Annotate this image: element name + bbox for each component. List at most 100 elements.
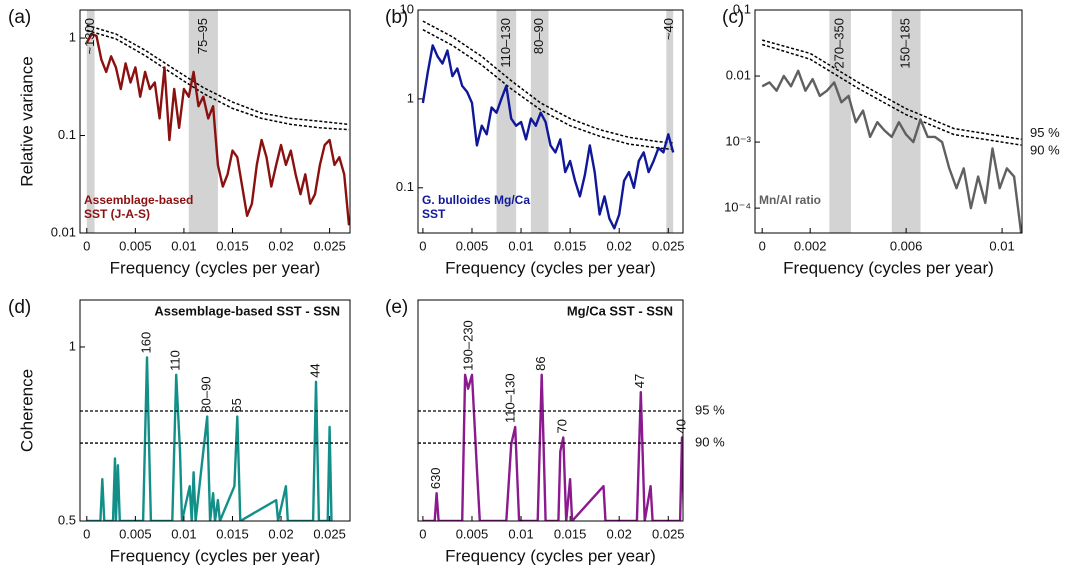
y-tick-label: 0.1	[733, 1, 751, 16]
peak-label: 47	[632, 374, 647, 388]
band-label: ~1300	[82, 18, 97, 55]
x-axis-label: Frequency (cycles per year)	[445, 258, 656, 277]
band-label: ~40	[661, 18, 676, 40]
y-tick-label: 0.01	[51, 224, 76, 239]
panel-label: (d)	[8, 297, 31, 318]
series-line	[85, 32, 350, 226]
series-line	[86, 356, 333, 521]
legend-label: Mn/Al ratio	[759, 193, 821, 207]
band	[496, 10, 517, 233]
y-tick-label: 0.5	[58, 512, 76, 527]
legend: Assemblage-based SST (J-A-S)	[84, 193, 194, 221]
band	[891, 10, 921, 233]
y-tick-label: 0.1	[396, 179, 414, 194]
x-tick-label: 0.025	[313, 526, 346, 541]
x-tick-label: 0	[419, 526, 426, 541]
x-tick-label: 0.02	[607, 238, 632, 253]
plot-frame	[754, 9, 1023, 234]
x-tick-label: 0.02	[268, 238, 293, 253]
x-tick-label: 0.015	[216, 238, 249, 253]
band	[86, 10, 95, 233]
plot-frame	[417, 9, 684, 234]
plot-frame	[79, 299, 351, 522]
x-tick-label: 0.015	[216, 526, 249, 541]
x-tick-label: 0.005	[456, 238, 489, 253]
band	[530, 10, 549, 233]
band	[666, 10, 674, 233]
plot	[85, 10, 350, 233]
x-tick-label: 0.01	[171, 238, 196, 253]
y-tick-label: 10⁻³	[725, 134, 751, 149]
band-label: 110–130	[498, 18, 513, 68]
plot	[421, 10, 675, 233]
peak-label: 190–230	[460, 320, 475, 371]
x-axis-label: Frequency (cycles per year)	[783, 258, 994, 277]
peak-label: 70	[555, 419, 570, 433]
x-axis-label: Frequency (cycles per year)	[110, 546, 321, 565]
panel-label: (a)	[8, 7, 31, 28]
x-tick-label: 0.02	[607, 526, 632, 541]
legend-label: Mg/Ca SST - SSN	[567, 303, 673, 318]
band-label: 75–95	[195, 18, 210, 54]
y-tick-label: 1	[407, 90, 414, 105]
y-axis-label: Coherence	[17, 369, 36, 452]
x-tick-label: 0.002	[794, 238, 827, 253]
x-tick-label: 0.01	[989, 238, 1014, 253]
threshold-line	[86, 29, 350, 131]
x-tick-label: 0.015	[554, 526, 587, 541]
y-tick-label: 0.1	[58, 127, 76, 142]
x-tick-label: 0.025	[652, 238, 685, 253]
plot	[86, 356, 333, 521]
threshold-label: 90 %	[1030, 143, 1060, 158]
plot	[422, 373, 683, 521]
x-tick-label: 0	[419, 238, 426, 253]
threshold-label: 90 %	[695, 434, 725, 449]
threshold-line	[86, 24, 350, 126]
series-line	[422, 373, 683, 521]
x-axis-label: Frequency (cycles per year)	[110, 258, 321, 277]
series-line	[421, 44, 675, 230]
x-tick-label: 0.005	[119, 238, 152, 253]
band-label: 150–185	[898, 18, 913, 69]
y-tick-label: 10	[400, 1, 414, 16]
peak-label: 160	[138, 332, 153, 354]
plot-frame	[417, 299, 684, 522]
x-tick-label: 0.01	[508, 526, 533, 541]
threshold-line	[422, 29, 674, 151]
peak-label: 630	[428, 467, 443, 489]
x-tick-label: 0.005	[456, 526, 489, 541]
x-tick-label: 0	[759, 238, 766, 253]
legend-label: Assemblage-based SST (J-A-S)	[84, 193, 194, 221]
x-tick-label: 0.015	[554, 238, 587, 253]
band	[188, 10, 218, 233]
series-line	[761, 69, 1022, 233]
threshold-label: 95 %	[1030, 125, 1060, 140]
x-tick-label: 0.005	[119, 526, 152, 541]
x-tick-label: 0.02	[268, 526, 293, 541]
x-tick-label: 0	[83, 526, 90, 541]
threshold-line	[761, 43, 1022, 146]
peak-label: 65	[229, 398, 244, 412]
y-tick-label: 10⁻⁴	[724, 200, 751, 215]
panel-label: (e)	[385, 297, 408, 318]
x-axis-label: Frequency (cycles per year)	[445, 546, 656, 565]
x-tick-label: 0.025	[652, 526, 685, 541]
threshold-line	[422, 20, 674, 144]
x-tick-label: 0.025	[313, 238, 346, 253]
peak-label: 40	[673, 419, 688, 433]
band-label: 270–350	[832, 18, 847, 69]
legend-label: Assemblage-based SST - SSN	[154, 303, 340, 318]
y-tick-label: 1	[69, 29, 76, 44]
peak-label: 110–130	[503, 373, 518, 423]
peak-label: 110	[168, 350, 183, 371]
x-tick-label: 0	[83, 238, 90, 253]
x-tick-label: 0.01	[508, 238, 533, 253]
plot-frame	[79, 9, 351, 234]
band-label: 80–90	[531, 18, 546, 54]
y-tick-label: 0.01	[726, 67, 751, 82]
peak-label: 80–90	[199, 376, 214, 412]
panel-label: (c)	[722, 7, 744, 28]
legend: G. bulloides Mg/Ca SST	[422, 193, 530, 221]
legend: Mn/Al ratio	[759, 193, 821, 207]
